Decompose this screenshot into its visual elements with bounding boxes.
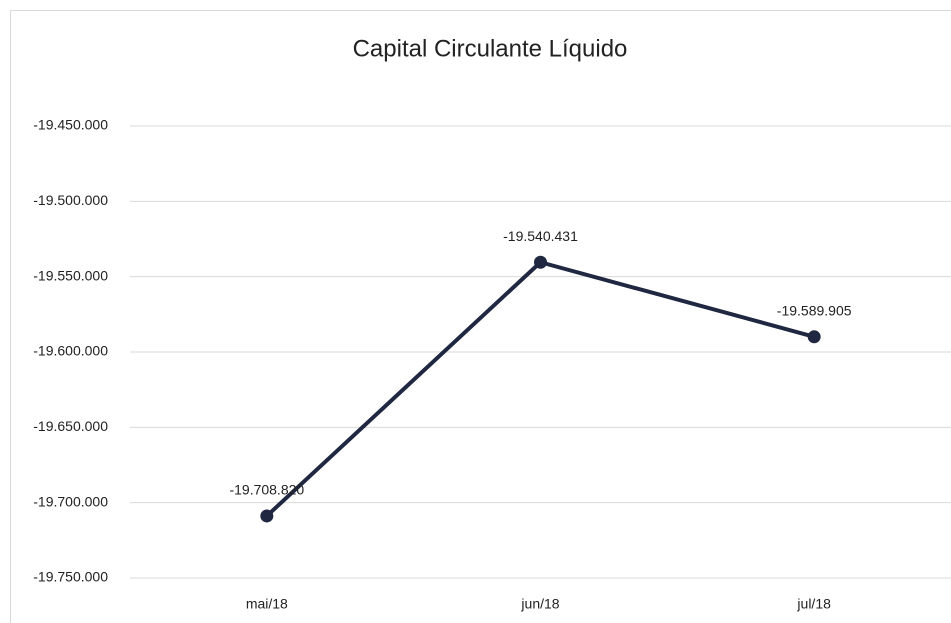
- x-tick-label: jul/18: [796, 596, 831, 612]
- y-tick-label: -19.600.000: [33, 343, 108, 359]
- y-tick-label: -19.650.000: [33, 418, 108, 434]
- chart-title: Capital Circulante Líquido: [353, 35, 628, 62]
- y-tick-label: -19.700.000: [33, 493, 108, 509]
- data-label: -19.540.431: [503, 228, 578, 244]
- y-tick-label: -19.750.000: [33, 569, 108, 585]
- x-tick-label: jun/18: [520, 596, 559, 612]
- data-label: -19.708.820: [229, 482, 304, 498]
- marker: [260, 509, 274, 523]
- marker: [807, 330, 821, 344]
- y-tick-label: -19.550.000: [33, 267, 108, 283]
- marker: [534, 255, 547, 269]
- y-tick-label: -19.500.000: [33, 192, 108, 208]
- data-label: -19.589.905: [777, 302, 852, 318]
- x-tick-label: mai/18: [246, 596, 288, 612]
- y-tick-label: -19.450.000: [33, 117, 108, 133]
